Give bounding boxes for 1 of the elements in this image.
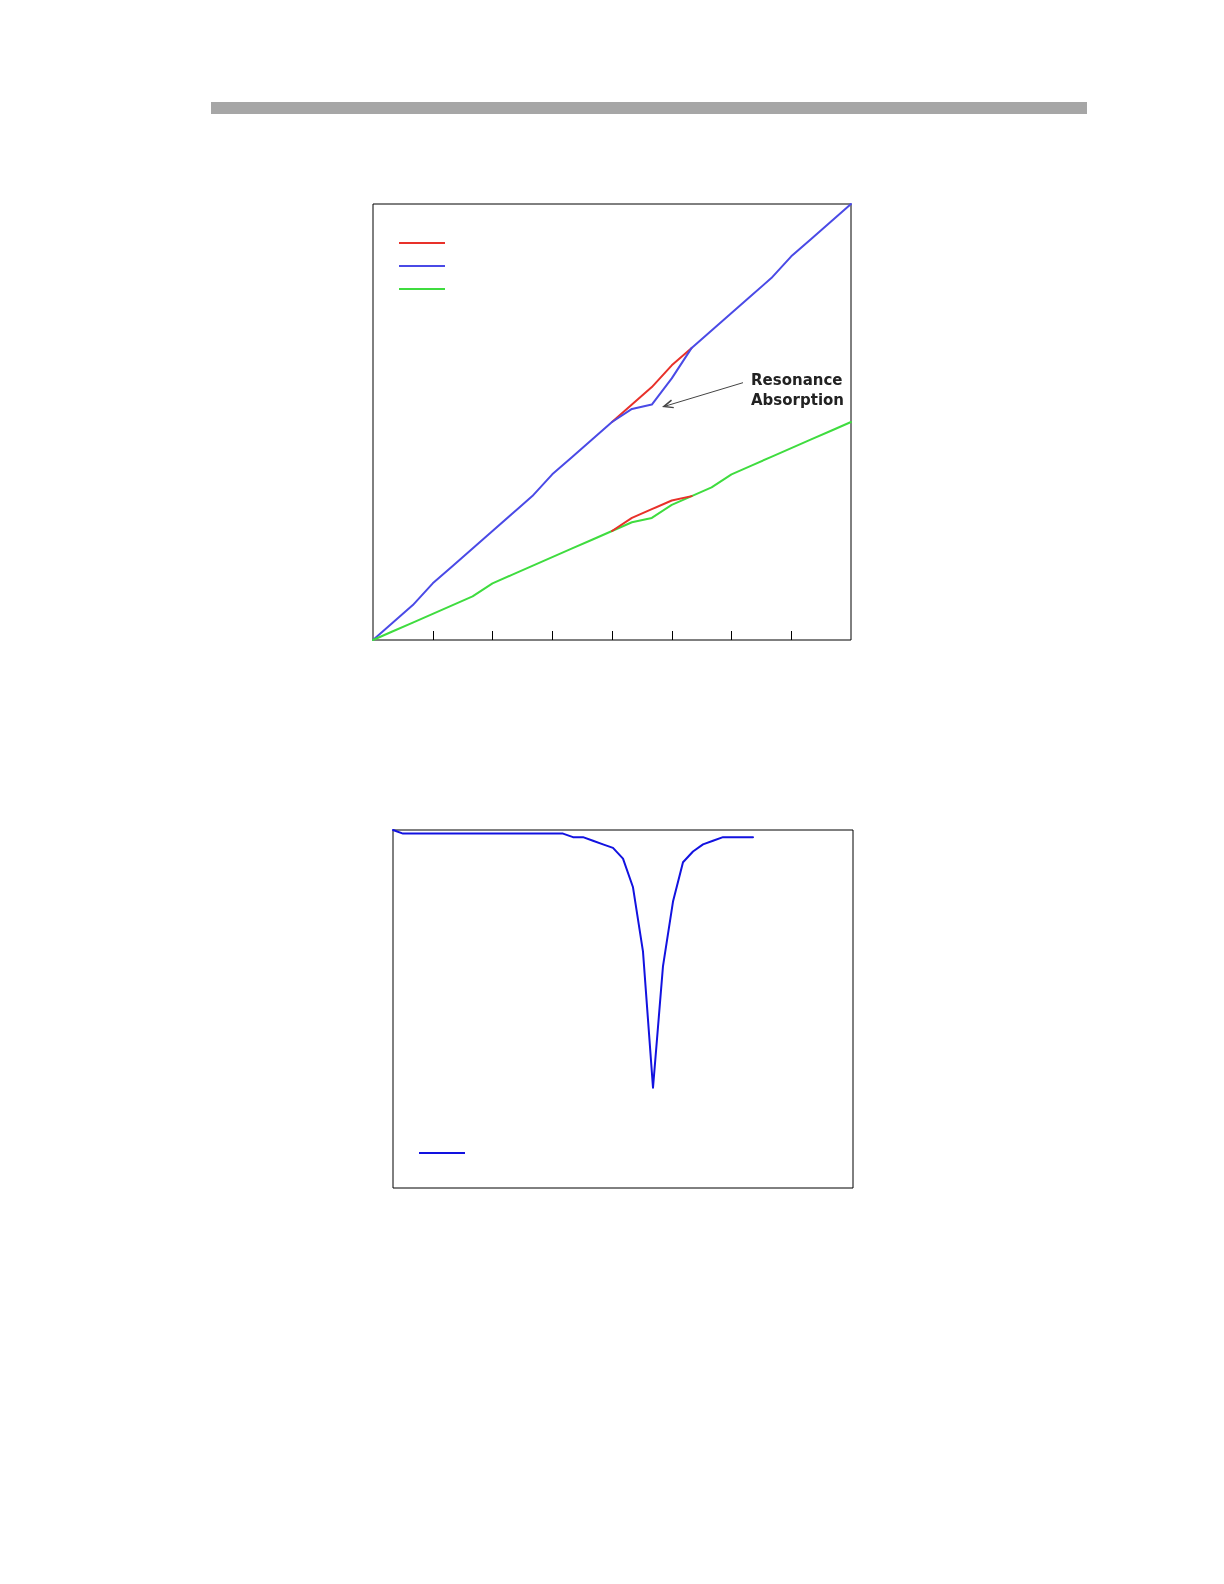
annotation: Resonance Absorption [751,370,845,409]
